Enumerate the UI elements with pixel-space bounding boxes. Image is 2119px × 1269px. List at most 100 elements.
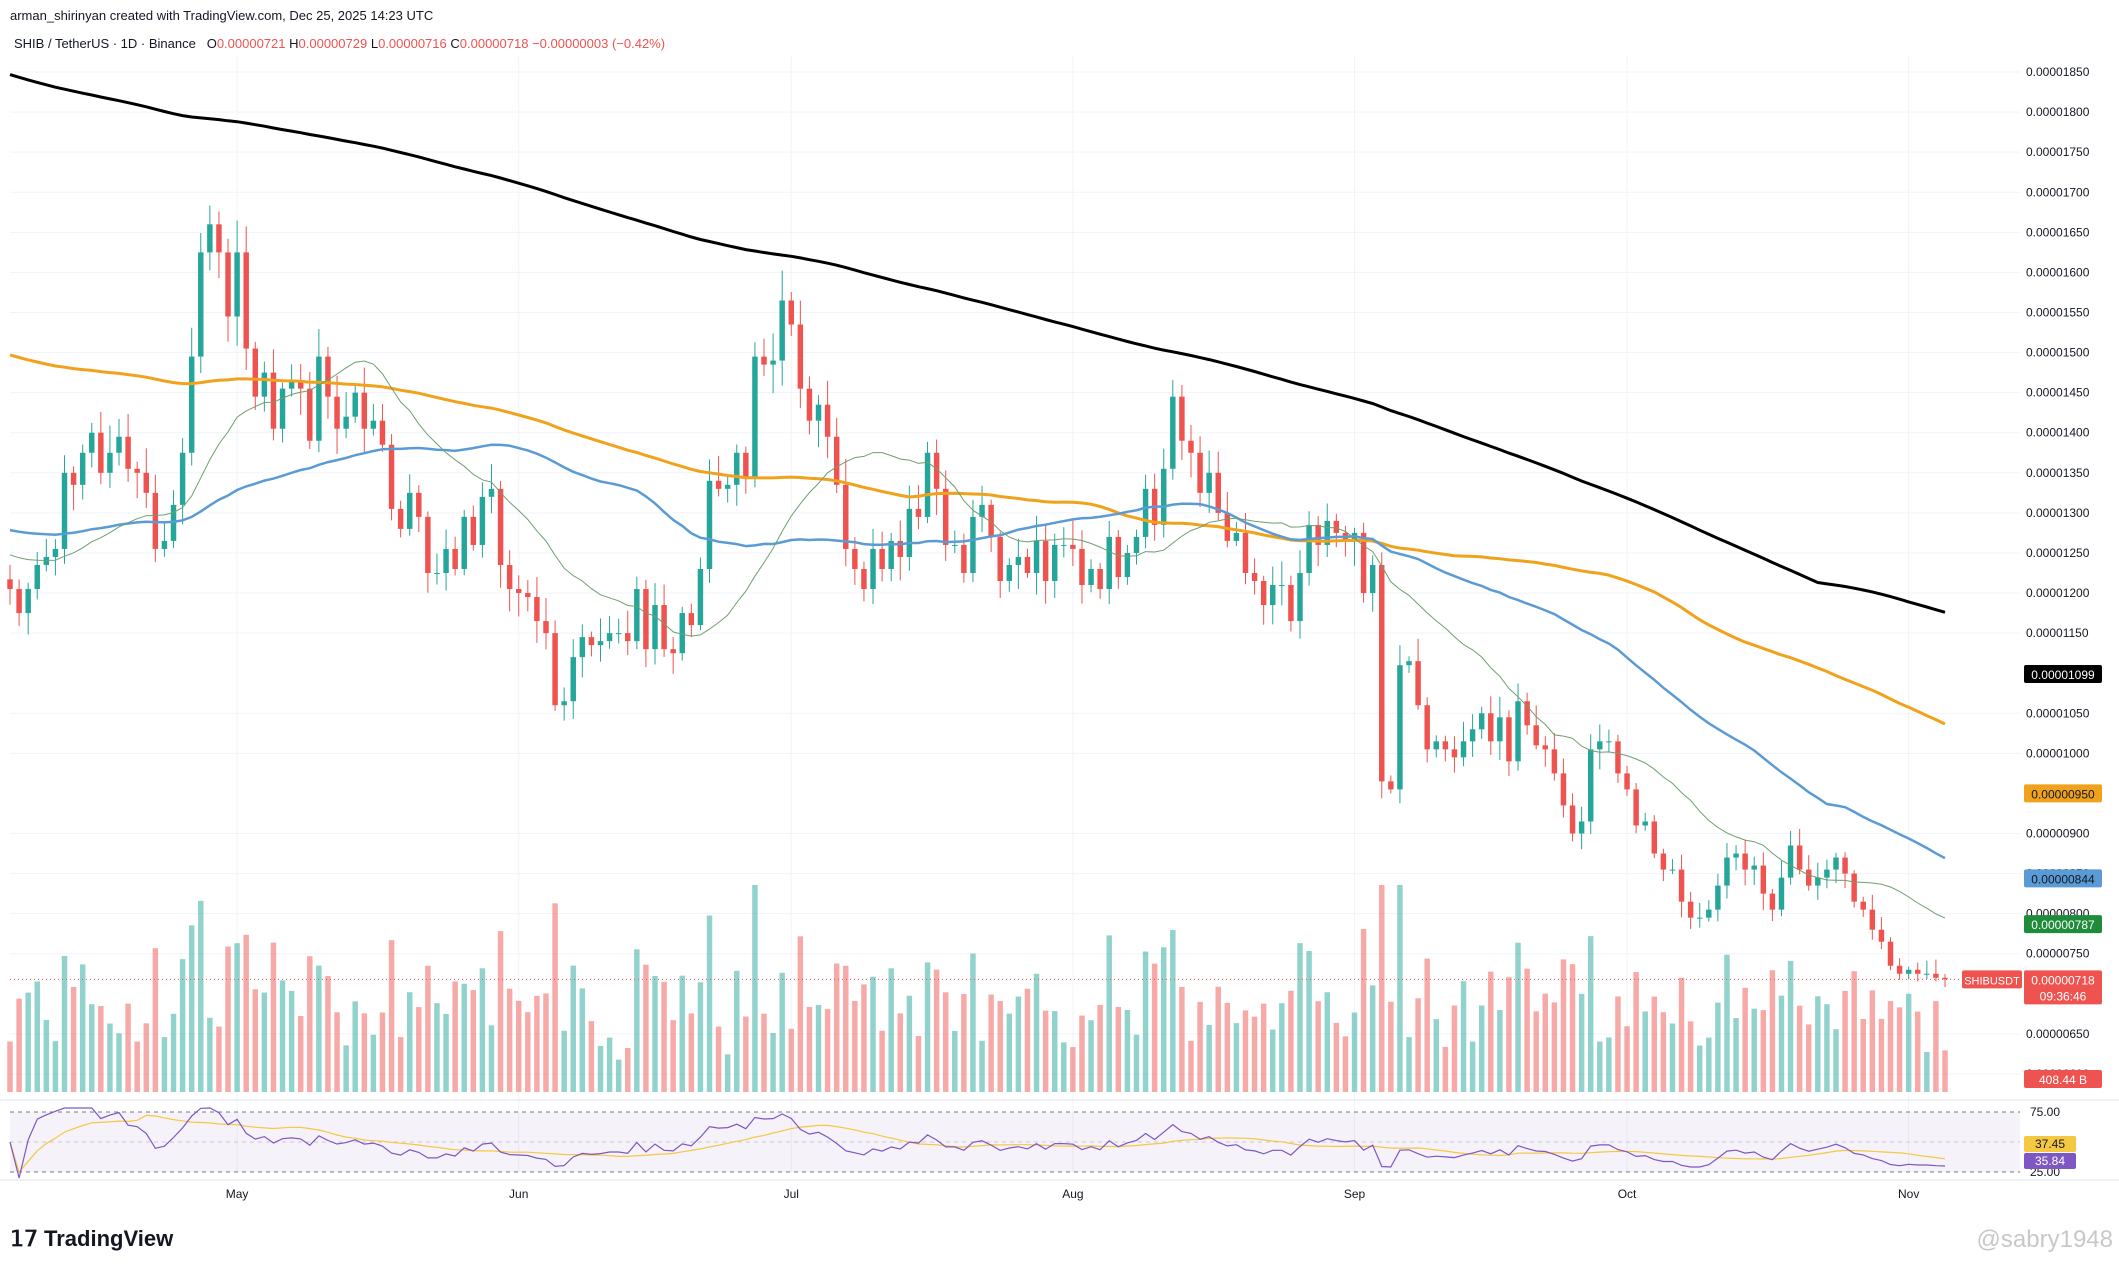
- time-axis-label: Aug: [1062, 1187, 1083, 1201]
- candle-body: [1170, 396, 1176, 469]
- candle-body: [1260, 581, 1267, 606]
- volume-bar: [1597, 1041, 1603, 1092]
- countdown-value: 09:36:46: [2040, 989, 2087, 1003]
- volume-bar: [361, 1013, 368, 1092]
- volume-bar: [116, 1033, 122, 1092]
- candle-body: [1215, 472, 1221, 513]
- volume-bar: [1079, 1015, 1085, 1092]
- volume-bar: [89, 1004, 95, 1092]
- volume-bar: [1388, 1001, 1394, 1092]
- candle-body: [797, 324, 804, 389]
- candle-body: [397, 508, 404, 529]
- price-axis-label: 0.00001300: [2026, 506, 2090, 520]
- candle-body: [1442, 741, 1449, 750]
- candle-body: [252, 348, 259, 397]
- candle-body: [1070, 544, 1076, 549]
- candle-body: [125, 436, 131, 469]
- volume-bar: [225, 946, 231, 1092]
- candle-body: [561, 701, 567, 706]
- volume-bar: [806, 1006, 813, 1092]
- candle-body: [879, 548, 885, 569]
- candle-body: [416, 492, 422, 517]
- candle-body: [679, 613, 685, 654]
- tradingview-logo[interactable]: 𝟣𝟩 TradingView: [10, 1226, 173, 1252]
- candle-body: [70, 472, 77, 485]
- volume-bar: [61, 955, 68, 1092]
- low-value: 0.00000716: [378, 36, 447, 51]
- volume-bar: [207, 1017, 213, 1092]
- candle-body: [688, 613, 695, 626]
- candle-body: [1451, 749, 1458, 758]
- candle-body: [325, 356, 331, 397]
- time-axis-label: Oct: [1618, 1187, 1637, 1201]
- candle-body: [788, 300, 794, 325]
- candle-body: [1015, 556, 1022, 565]
- volume-bar: [1524, 968, 1530, 1092]
- candle-body: [288, 380, 295, 389]
- volume-bar: [307, 956, 313, 1092]
- ma-price-tag-label: 0.00001099: [2031, 668, 2095, 682]
- volume-bar: [1288, 990, 1294, 1092]
- volume-bar: [1360, 928, 1367, 1092]
- candle-body: [1306, 524, 1312, 573]
- volume-bar: [1260, 1003, 1267, 1092]
- candle-body: [261, 372, 268, 397]
- volume-bar: [1033, 973, 1040, 1092]
- candle-body: [1687, 901, 1694, 918]
- volume-bar: [198, 900, 204, 1092]
- candle-body: [470, 516, 477, 545]
- candle-body: [597, 641, 604, 646]
- candle-body: [1024, 556, 1031, 573]
- candle-body: [670, 649, 676, 654]
- candle-body: [1188, 440, 1194, 453]
- price-axis-label: 0.00001200: [2026, 586, 2090, 600]
- volume-bar: [606, 1037, 613, 1092]
- volume-bar: [1342, 1036, 1349, 1092]
- candle-body: [1106, 536, 1112, 590]
- price-axis-label: 0.00001600: [2026, 265, 2090, 279]
- candle-body: [1279, 585, 1285, 587]
- volume-bar: [1242, 1010, 1249, 1092]
- candle-body: [1033, 540, 1040, 573]
- candle-body: [770, 360, 776, 365]
- price-axis-label: 0.00001700: [2026, 185, 2090, 199]
- candle-body: [1051, 544, 1058, 582]
- volume-bar: [1542, 993, 1549, 1092]
- volume-bar: [570, 965, 576, 1092]
- price-tags: 0.00001099 0.00000950 0.00000844 0.00000787…: [1962, 664, 2102, 1088]
- volume-bar: [443, 1013, 449, 1092]
- volume-bar: [43, 1019, 50, 1092]
- time-axis-label: Sep: [1344, 1187, 1366, 1201]
- candle-body: [1360, 532, 1367, 594]
- volume-bar: [379, 1012, 386, 1092]
- candle-body: [143, 472, 149, 493]
- volume-bar: [1878, 1018, 1885, 1092]
- volume-bar: [1887, 1001, 1894, 1092]
- volume-bar: [1142, 951, 1149, 1092]
- price-axis-label: 0.00000900: [2026, 827, 2090, 841]
- candle-body: [1905, 969, 1912, 974]
- volume-bar: [1915, 1011, 1921, 1092]
- volume-bar: [1279, 1003, 1285, 1092]
- volume-bar: [1715, 1002, 1721, 1092]
- volume-bar: [752, 885, 758, 1092]
- candle-body: [997, 536, 1003, 582]
- volume-bar: [516, 1000, 522, 1092]
- volume-bar: [1578, 993, 1585, 1092]
- candle-body: [388, 444, 395, 509]
- volume-bar: [334, 1012, 340, 1092]
- candle-body: [1642, 821, 1648, 826]
- volume-bar: [588, 1021, 595, 1092]
- candle-body: [161, 540, 168, 549]
- volume-bar: [1451, 1005, 1458, 1092]
- volume-bar: [1133, 1034, 1140, 1092]
- volume-bar: [1615, 996, 1621, 1092]
- volume-bar: [1933, 1001, 1939, 1092]
- volume-bar: [1660, 1012, 1667, 1092]
- ma100-line: [9, 353, 1946, 726]
- candle-body: [25, 589, 31, 614]
- price-axis-label: 0.00001800: [2026, 105, 2090, 119]
- volume-bar: [1942, 1050, 1948, 1092]
- volume-bar: [1397, 885, 1403, 1092]
